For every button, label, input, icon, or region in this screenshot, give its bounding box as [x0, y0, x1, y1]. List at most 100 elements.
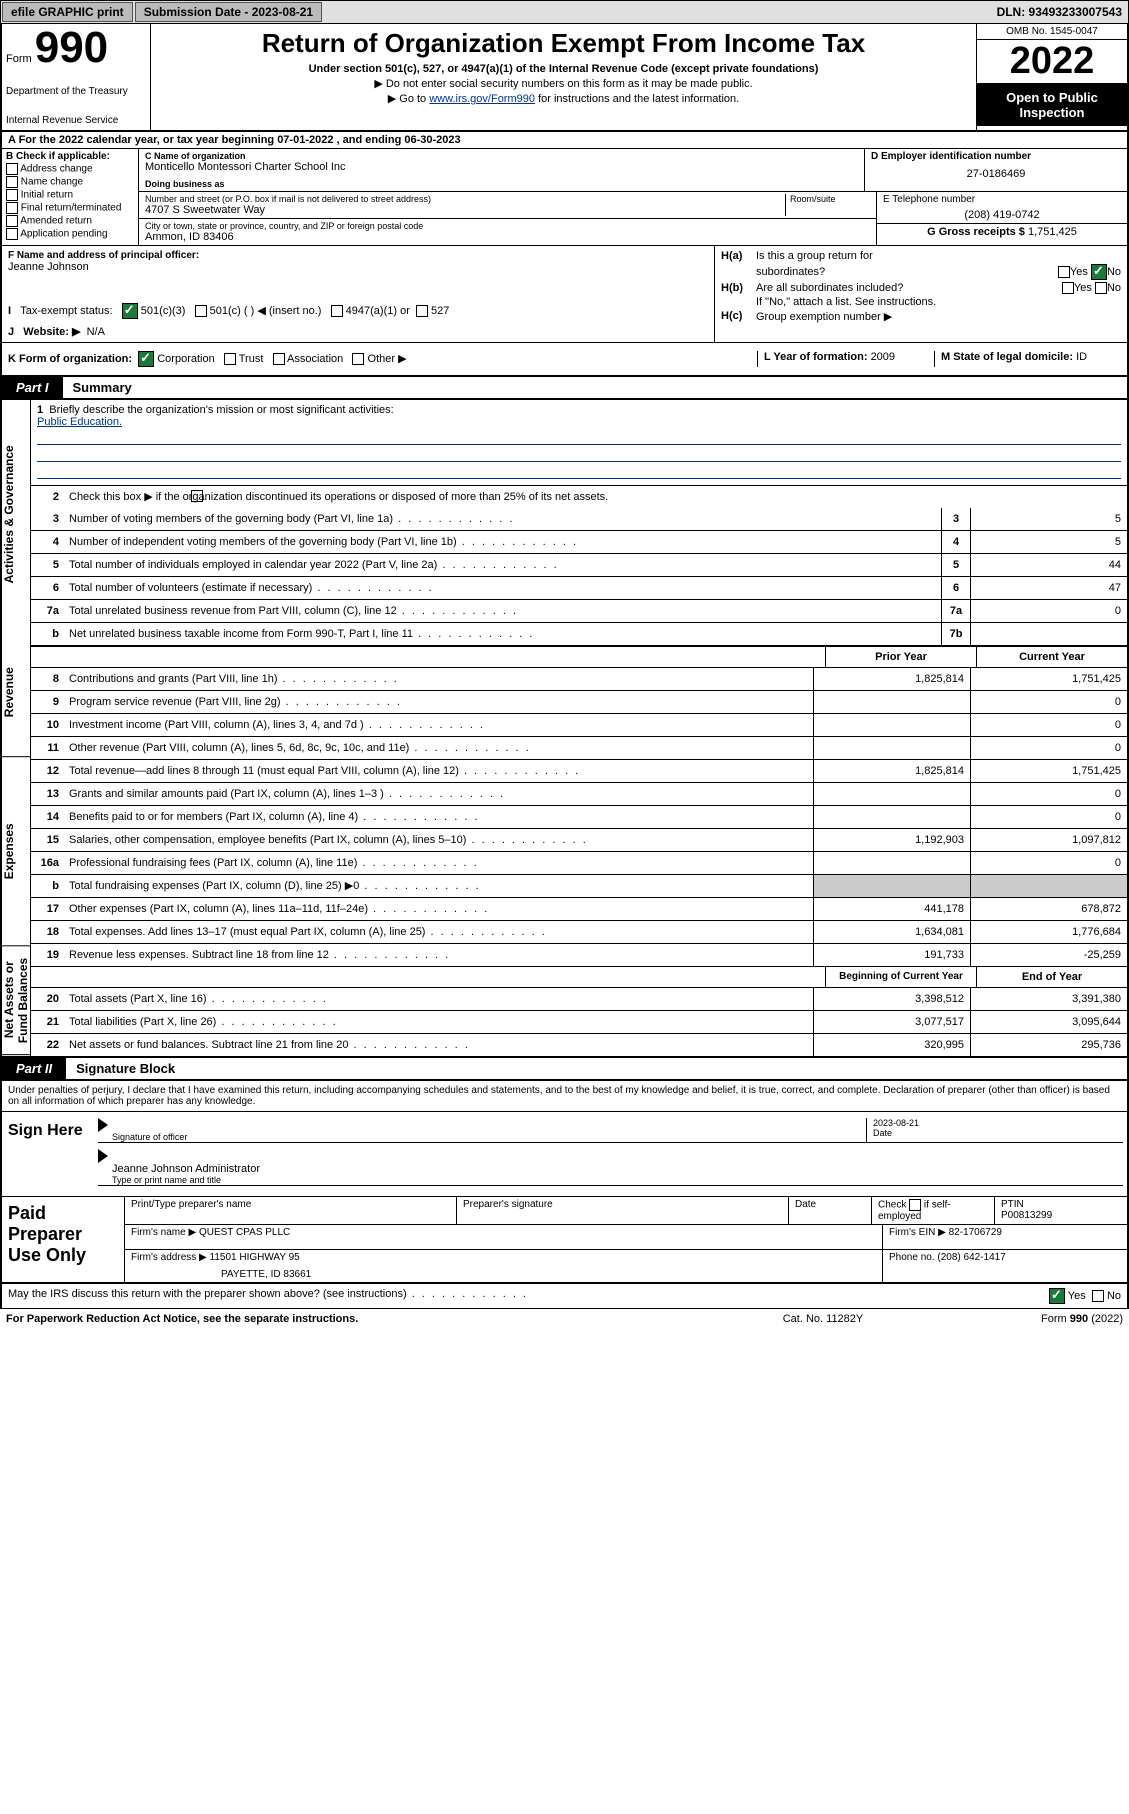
ha-no[interactable]: [1091, 264, 1107, 280]
officer-name-title: Jeanne Johnson Administrator: [112, 1163, 1123, 1175]
chk-name-change[interactable]: [6, 176, 18, 188]
a-tax-year-row: A For the 2022 calendar year, or tax yea…: [0, 132, 1129, 149]
klm-row: K Form of organization: Corporation Trus…: [0, 343, 1129, 377]
efile-print-button[interactable]: efile GRAPHIC print: [2, 2, 133, 22]
chk-self-employed[interactable]: [909, 1199, 921, 1211]
line-value: 5: [970, 508, 1127, 530]
line-value: 47: [970, 577, 1127, 599]
line-text: Salaries, other compensation, employee b…: [65, 832, 813, 848]
chk-discontinued[interactable]: [191, 490, 203, 502]
part1-body: Activities & Governance Revenue Expenses…: [0, 400, 1129, 1058]
hb-no[interactable]: [1095, 282, 1107, 294]
line-no: b: [31, 628, 65, 640]
current-value: 3,095,644: [970, 1011, 1127, 1033]
k-form-org: K Form of organization: Corporation Trus…: [8, 351, 757, 367]
line-text: Program service revenue (Part VIII, line…: [65, 694, 813, 710]
side-tabs: Activities & Governance Revenue Expenses…: [2, 400, 31, 1056]
chk-amended-return[interactable]: [6, 215, 18, 227]
chk-other[interactable]: [352, 353, 364, 365]
line-text: Other revenue (Part VIII, column (A), li…: [65, 740, 813, 756]
irs-discuss-no[interactable]: [1092, 1290, 1104, 1302]
footer-row: For Paperwork Reduction Act Notice, see …: [0, 1309, 1129, 1329]
line-no: 7a: [31, 605, 65, 617]
irs-discuss-yes[interactable]: [1049, 1288, 1065, 1304]
line-b: bNet unrelated business taxable income f…: [31, 623, 1127, 646]
fh-row: F Name and address of principal officer:…: [0, 246, 1129, 343]
pra-notice: For Paperwork Reduction Act Notice, see …: [6, 1313, 723, 1325]
lbl-name-change: Name change: [21, 176, 83, 187]
goto-suffix: for instructions and the latest informat…: [538, 93, 739, 105]
i-tax-exempt-label: Tax-exempt status:: [20, 305, 112, 317]
irs-discuss-row: May the IRS discuss this return with the…: [0, 1284, 1129, 1309]
ha-yes[interactable]: [1058, 266, 1070, 278]
mission-block: 1 Briefly describe the organization's mi…: [31, 400, 1127, 486]
line-text: Total number of individuals employed in …: [65, 557, 941, 573]
line-text: Contributions and grants (Part VIII, lin…: [65, 671, 813, 687]
current-value: [970, 875, 1127, 897]
line-no: 15: [31, 834, 65, 846]
line-text: Benefits paid to or for members (Part IX…: [65, 809, 813, 825]
c-name-label: C Name of organization: [145, 151, 858, 161]
principal-officer-name: Jeanne Johnson: [8, 261, 708, 273]
mission-text: Public Education.: [37, 416, 1121, 428]
line-no: 11: [31, 742, 65, 754]
lbl-app-pending: Application pending: [20, 228, 107, 239]
tax-year: 2022: [977, 40, 1127, 84]
line-value: [970, 623, 1127, 645]
current-value: 1,776,684: [970, 921, 1127, 943]
chk-trust[interactable]: [224, 353, 236, 365]
street-value: 4707 S Sweetwater Way: [145, 204, 785, 216]
line-no: 5: [31, 559, 65, 571]
line-no: 10: [31, 719, 65, 731]
e-tel-label: E Telephone number: [883, 194, 1121, 205]
line-text: Net assets or fund balances. Subtract li…: [65, 1037, 813, 1053]
lbl-initial-return: Initial return: [21, 189, 73, 200]
firm-addr-label: Firm's address ▶: [131, 1252, 207, 1263]
header-mid: Return of Organization Exempt From Incom…: [151, 24, 976, 130]
chk-corporation[interactable]: [138, 351, 154, 367]
l-year-formation: L Year of formation: 2009: [757, 351, 934, 367]
part2-tab: Part II: [2, 1058, 66, 1079]
chk-527[interactable]: [416, 305, 428, 317]
line-7a: 7aTotal unrelated business revenue from …: [31, 600, 1127, 623]
chk-501c[interactable]: [195, 305, 207, 317]
line-no: 21: [31, 1016, 65, 1028]
prior-value: [813, 783, 970, 805]
prior-value: [813, 737, 970, 759]
chk-address-change[interactable]: [6, 163, 18, 175]
sign-here-label: Sign Here: [2, 1112, 94, 1196]
line-2: 2 Check this box ▶ if the organization d…: [31, 486, 1127, 508]
state-domicile-value: ID: [1076, 351, 1087, 363]
chk-initial-return[interactable]: [6, 189, 18, 201]
prior-value: 1,825,814: [813, 760, 970, 782]
line-no: b: [31, 880, 65, 892]
chk-501c3[interactable]: [122, 303, 138, 319]
chk-app-pending[interactable]: [6, 228, 18, 240]
current-year-hdr: Current Year: [976, 647, 1127, 667]
prior-current-header: Prior Year Current Year: [31, 646, 1127, 668]
line-5: 5Total number of individuals employed in…: [31, 554, 1127, 577]
lbl-527: 527: [431, 305, 449, 317]
city-value: Ammon, ID 83406: [145, 231, 870, 243]
line-text: Total liabilities (Part X, line 26): [65, 1014, 813, 1030]
line-box: 7a: [941, 600, 970, 622]
line-text: Number of independent voting members of …: [65, 534, 941, 550]
line-box: 6: [941, 577, 970, 599]
line-15: 15Salaries, other compensation, employee…: [31, 829, 1127, 852]
hb-yes[interactable]: [1062, 282, 1074, 294]
line-value: 44: [970, 554, 1127, 576]
hb-text: Are all subordinates included?: [756, 282, 1021, 294]
chk-4947[interactable]: [331, 305, 343, 317]
header-right: OMB No. 1545-0047 2022 Open to Public In…: [976, 24, 1127, 130]
b-header: B Check if applicable:: [6, 151, 134, 162]
chk-association[interactable]: [273, 353, 285, 365]
line-no: 6: [31, 582, 65, 594]
chk-final-return[interactable]: [6, 202, 18, 214]
line-text: Total unrelated business revenue from Pa…: [65, 603, 941, 619]
a-tax-year-text: A For the 2022 calendar year, or tax yea…: [8, 134, 461, 146]
line-no: 19: [31, 949, 65, 961]
part1-title: Summary: [63, 380, 132, 395]
m-state-domicile: M State of legal domicile: ID: [934, 351, 1121, 367]
line-text: Revenue less expenses. Subtract line 18 …: [65, 947, 813, 963]
irs-link[interactable]: www.irs.gov/Form990: [429, 93, 535, 105]
